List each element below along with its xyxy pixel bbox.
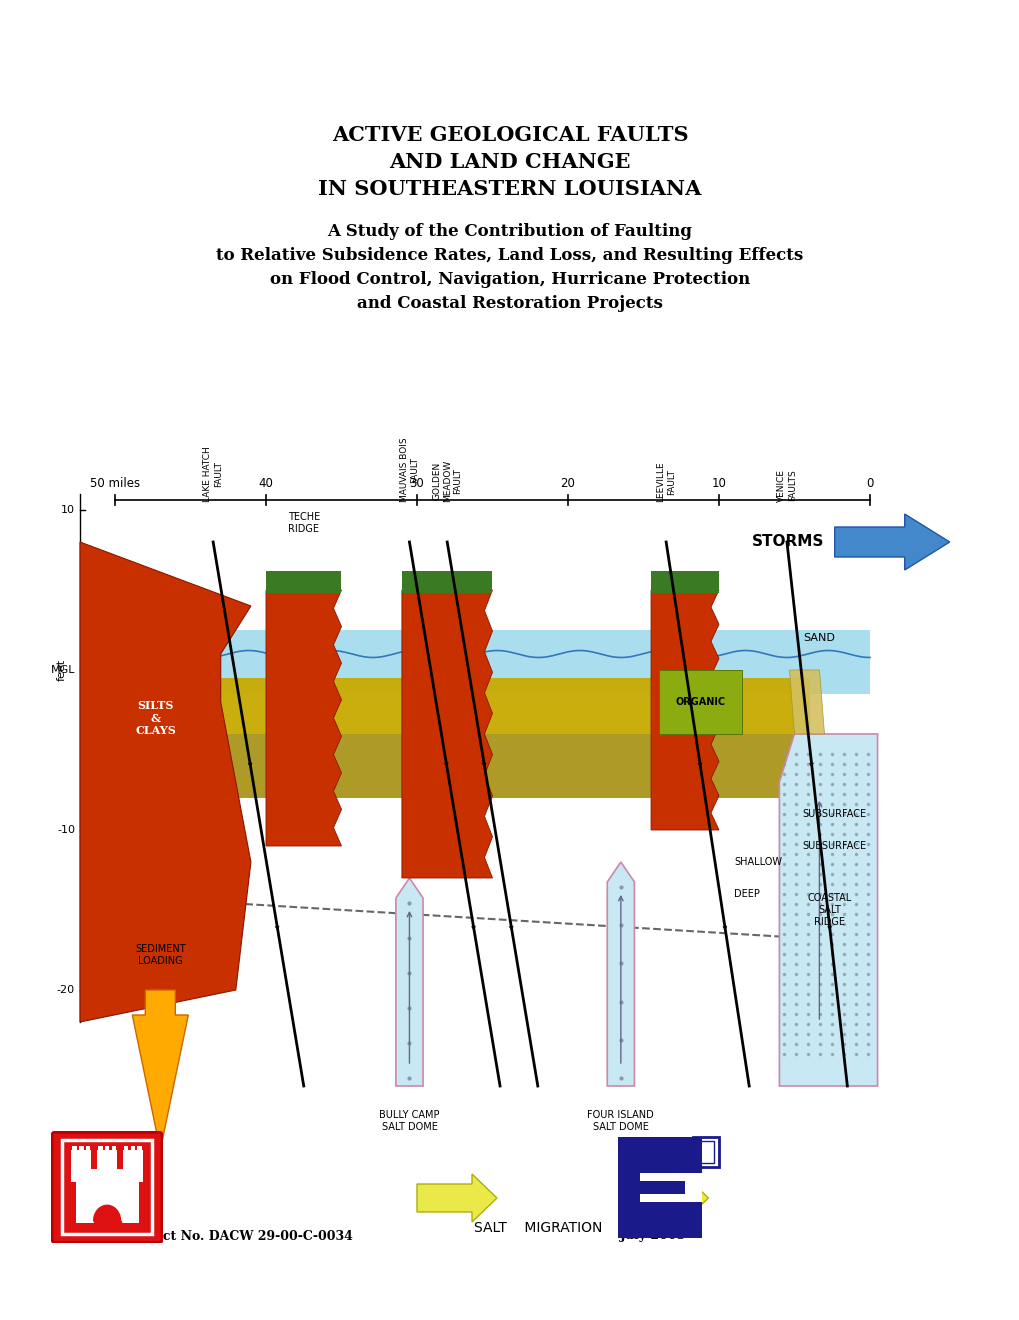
Bar — [72, 1146, 76, 1154]
Polygon shape — [266, 570, 341, 593]
Text: -10: -10 — [57, 825, 75, 836]
Text: A Study of the Contribution of Faulting: A Study of the Contribution of Faulting — [327, 223, 692, 240]
Text: 50 miles: 50 miles — [90, 477, 140, 490]
Bar — [97, 1150, 117, 1181]
Bar — [111, 1146, 116, 1154]
Text: July 2003: July 2003 — [620, 1229, 686, 1242]
Text: STORMS: STORMS — [752, 535, 824, 549]
Text: IN SOUTHEASTERN LOUISIANA: IN SOUTHEASTERN LOUISIANA — [318, 180, 701, 199]
Polygon shape — [779, 734, 876, 1086]
Text: BULLY CAMP
SALT DOME: BULLY CAMP SALT DOME — [379, 1110, 439, 1131]
Text: ACTIVE GEOLOGICAL FAULTS: ACTIVE GEOLOGICAL FAULTS — [331, 125, 688, 145]
Text: SILTS
&
CLAYS: SILTS & CLAYS — [135, 700, 175, 737]
Text: ORGANIC: ORGANIC — [675, 697, 725, 708]
Bar — [640, 1180, 685, 1195]
Text: feet: feet — [57, 659, 67, 681]
Polygon shape — [658, 671, 741, 734]
Bar — [618, 1137, 701, 1238]
Polygon shape — [606, 862, 634, 1086]
Text: SUBSURFACE: SUBSURFACE — [801, 841, 865, 851]
Polygon shape — [145, 630, 869, 694]
Text: SUBSURFACE: SUBSURFACE — [801, 809, 865, 818]
Polygon shape — [650, 570, 718, 593]
Text: to Relative Subsidence Rates, Land Loss, and Resulting Effects: to Relative Subsidence Rates, Land Loss,… — [216, 248, 803, 264]
FancyBboxPatch shape — [52, 1133, 162, 1242]
Text: SEDIMENT
LOADING: SEDIMENT LOADING — [135, 944, 185, 966]
Bar — [640, 1203, 701, 1216]
Bar — [75, 1170, 139, 1224]
Polygon shape — [79, 543, 251, 1022]
Bar — [71, 1150, 92, 1181]
Text: 20: 20 — [560, 477, 575, 490]
Text: on Flood Control, Navigation, Hurricane Protection: on Flood Control, Navigation, Hurricane … — [270, 272, 749, 289]
Polygon shape — [834, 513, 949, 570]
Polygon shape — [175, 678, 809, 734]
Text: VENICE
FAULTS: VENICE FAULTS — [776, 469, 796, 502]
Text: MGL: MGL — [51, 665, 75, 675]
Polygon shape — [395, 878, 423, 1086]
Text: FOUR ISLAND
SALT DOME: FOUR ISLAND SALT DOME — [587, 1110, 653, 1131]
Text: SALT    MIGRATION: SALT MIGRATION — [473, 1221, 601, 1236]
Bar — [124, 1146, 128, 1154]
Polygon shape — [401, 590, 492, 878]
Text: 30: 30 — [410, 477, 424, 490]
Bar — [640, 1159, 701, 1172]
Text: MAUVAIS BOIS
FAULT: MAUVAIS BOIS FAULT — [399, 437, 419, 502]
Text: SHALLOW: SHALLOW — [734, 857, 782, 867]
Polygon shape — [94, 1221, 120, 1230]
Text: 10: 10 — [711, 477, 726, 490]
Polygon shape — [175, 734, 809, 799]
Polygon shape — [94, 1205, 120, 1221]
Text: and Coastal Restoration Projects: and Coastal Restoration Projects — [357, 296, 662, 313]
Text: 0: 0 — [865, 477, 873, 490]
Polygon shape — [650, 590, 718, 830]
Polygon shape — [628, 1173, 708, 1222]
Bar — [692, 1137, 717, 1167]
Polygon shape — [417, 1173, 496, 1222]
Text: LAKE HATCH
FAULT: LAKE HATCH FAULT — [203, 446, 222, 502]
Bar — [130, 1146, 135, 1154]
Text: COASTAL
SALT
RIDGE: COASTAL SALT RIDGE — [806, 894, 851, 927]
Text: -20: -20 — [57, 985, 75, 995]
Text: AND LAND CHANGE: AND LAND CHANGE — [389, 152, 630, 172]
Text: SAND: SAND — [803, 634, 835, 643]
Bar — [640, 1159, 701, 1216]
Text: LEEVILLE
FAULT: LEEVILLE FAULT — [656, 462, 676, 502]
Text: DEEP: DEEP — [734, 888, 759, 899]
Text: TECHE
RIDGE: TECHE RIDGE — [287, 512, 320, 535]
Text: GOLDEN
MEADOW
FAULT: GOLDEN MEADOW FAULT — [432, 459, 462, 502]
Bar — [697, 1142, 713, 1163]
Polygon shape — [266, 590, 341, 846]
Polygon shape — [401, 570, 492, 593]
Bar — [122, 1150, 143, 1181]
Bar — [98, 1146, 103, 1154]
Text: 40: 40 — [258, 477, 273, 490]
Text: Contract No. DACW 29-00-C-0034: Contract No. DACW 29-00-C-0034 — [115, 1229, 353, 1242]
Polygon shape — [789, 671, 823, 734]
Polygon shape — [132, 990, 189, 1150]
Bar — [86, 1146, 91, 1154]
Bar — [105, 1146, 109, 1154]
Bar — [79, 1146, 84, 1154]
Bar — [138, 1146, 142, 1154]
Text: 10: 10 — [61, 506, 75, 515]
